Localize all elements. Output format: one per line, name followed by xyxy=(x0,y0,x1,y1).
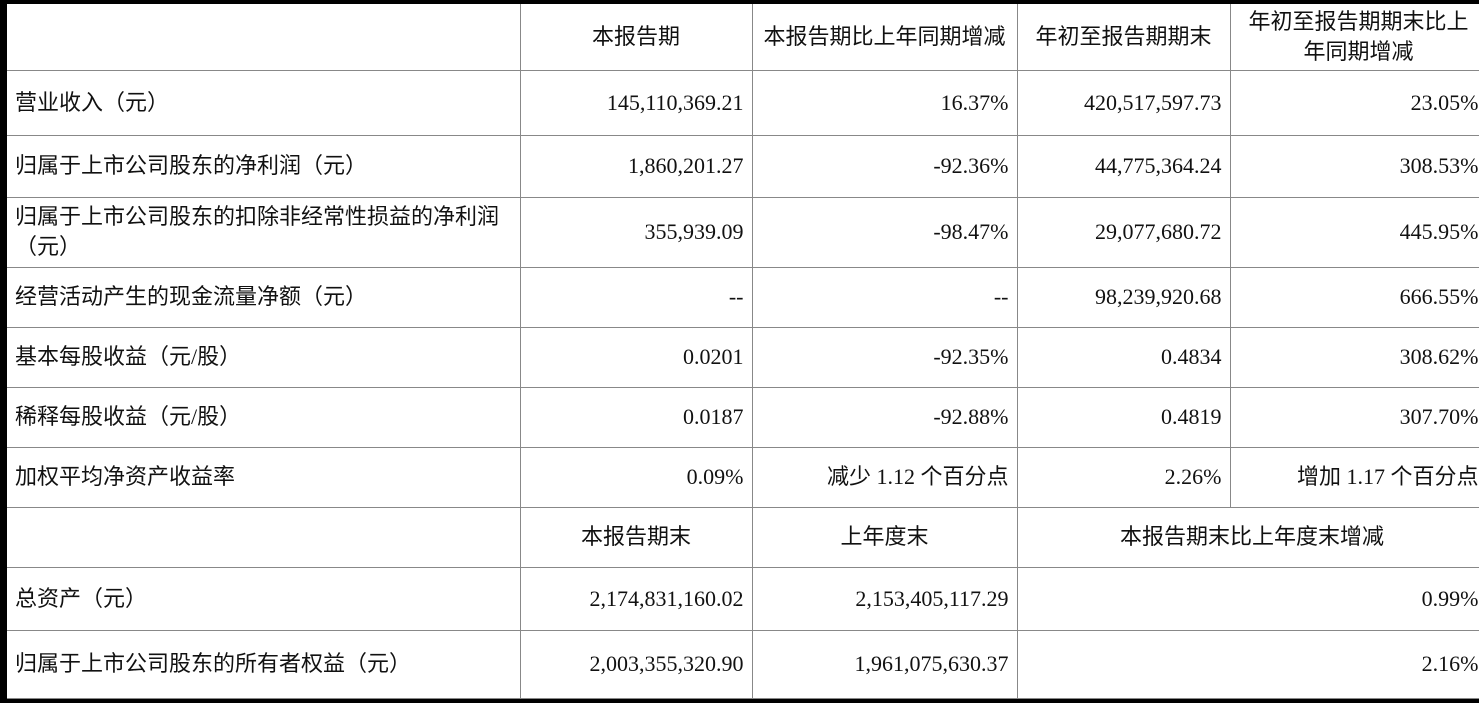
table-row: 稀释每股收益（元/股） 0.0187 -92.88% 0.4819 307.70… xyxy=(7,386,1479,448)
row-label: 总资产（元） xyxy=(7,566,521,631)
cell-value: 98,239,920.68 xyxy=(1016,266,1231,328)
table-row: 归属于上市公司股东的所有者权益（元） 2,003,355,320.90 1,96… xyxy=(7,629,1479,699)
table-subheader-row: 本报告期末 上年度末 本报告期末比上年度末增减 xyxy=(7,506,1479,568)
cell-value: 145,110,369.21 xyxy=(519,69,753,136)
row-label: 经营活动产生的现金流量净额（元） xyxy=(7,266,521,328)
row-label: 基本每股收益（元/股） xyxy=(7,326,521,388)
row-label: 加权平均净资产收益率 xyxy=(7,446,521,508)
cell-value: 355,939.09 xyxy=(519,196,753,268)
header-prior-year-end: 上年度末 xyxy=(751,506,1018,568)
cell-value: 0.99% xyxy=(1016,566,1479,631)
table-row: 归属于上市公司股东的净利润（元） 1,860,201.27 -92.36% 44… xyxy=(7,134,1479,198)
header-current-period: 本报告期 xyxy=(519,4,753,71)
cell-value: 44,775,364.24 xyxy=(1016,134,1231,198)
table-row: 总资产（元） 2,174,831,160.02 2,153,405,117.29… xyxy=(7,566,1479,631)
table-row: 经营活动产生的现金流量净额（元） -- -- 98,239,920.68 666… xyxy=(7,266,1479,328)
cell-value: 2,003,355,320.90 xyxy=(519,629,753,699)
header-cell-empty xyxy=(7,506,521,568)
cell-value: 2.16% xyxy=(1016,629,1479,699)
cell-value: 307.70% xyxy=(1229,386,1479,448)
cell-value: -92.36% xyxy=(751,134,1018,198)
cell-value: 308.62% xyxy=(1229,326,1479,388)
table-row: 营业收入（元） 145,110,369.21 16.37% 420,517,59… xyxy=(7,69,1479,136)
cell-value: 23.05% xyxy=(1229,69,1479,136)
cell-value: -98.47% xyxy=(751,196,1018,268)
cell-value: 增加 1.17 个百分点 xyxy=(1229,446,1479,508)
table-row: 归属于上市公司股东的扣除非经常性损益的净利润（元） 355,939.09 -98… xyxy=(7,196,1479,268)
header-change-vs-prior-year-end: 本报告期末比上年度末增减 xyxy=(1016,506,1479,568)
cell-value: 2,174,831,160.02 xyxy=(519,566,753,631)
row-label: 归属于上市公司股东的扣除非经常性损益的净利润（元） xyxy=(7,196,521,268)
header-period-end: 本报告期末 xyxy=(519,506,753,568)
key-financial-data-table: 本报告期 本报告期比上年同期增减 年初至报告期期末 年初至报告期期末比上年同期增… xyxy=(7,4,1479,699)
header-ytd: 年初至报告期期末 xyxy=(1016,4,1231,71)
row-label: 归属于上市公司股东的净利润（元） xyxy=(7,134,521,198)
cell-value: 2,153,405,117.29 xyxy=(751,566,1018,631)
row-label: 稀释每股收益（元/股） xyxy=(7,386,521,448)
cell-value: 1,961,075,630.37 xyxy=(751,629,1018,699)
cell-value: -- xyxy=(519,266,753,328)
cell-value: 445.95% xyxy=(1229,196,1479,268)
table-header-row: 本报告期 本报告期比上年同期增减 年初至报告期期末 年初至报告期期末比上年同期增… xyxy=(7,4,1479,71)
cell-value: 308.53% xyxy=(1229,134,1479,198)
cell-value: 29,077,680.72 xyxy=(1016,196,1231,268)
cell-value: -92.35% xyxy=(751,326,1018,388)
cell-value: 0.0187 xyxy=(519,386,753,448)
cell-value: 420,517,597.73 xyxy=(1016,69,1231,136)
header-cell-empty xyxy=(7,4,521,71)
cell-value: 666.55% xyxy=(1229,266,1479,328)
cell-value: 2.26% xyxy=(1016,446,1231,508)
cell-value: 减少 1.12 个百分点 xyxy=(751,446,1018,508)
cell-value: 0.4834 xyxy=(1016,326,1231,388)
table-row: 基本每股收益（元/股） 0.0201 -92.35% 0.4834 308.62… xyxy=(7,326,1479,388)
row-label: 归属于上市公司股东的所有者权益（元） xyxy=(7,629,521,699)
cell-value: 16.37% xyxy=(751,69,1018,136)
cell-value: -- xyxy=(751,266,1018,328)
cell-value: 1,860,201.27 xyxy=(519,134,753,198)
cell-value: -92.88% xyxy=(751,386,1018,448)
table-row: 加权平均净资产收益率 0.09% 减少 1.12 个百分点 2.26% 增加 1… xyxy=(7,446,1479,508)
cell-value: 0.0201 xyxy=(519,326,753,388)
cell-value: 0.4819 xyxy=(1016,386,1231,448)
row-label: 营业收入（元） xyxy=(7,69,521,136)
header-current-period-yoy: 本报告期比上年同期增减 xyxy=(751,4,1018,71)
cell-value: 0.09% xyxy=(519,446,753,508)
header-ytd-yoy: 年初至报告期期末比上年同期增减 xyxy=(1229,4,1479,71)
